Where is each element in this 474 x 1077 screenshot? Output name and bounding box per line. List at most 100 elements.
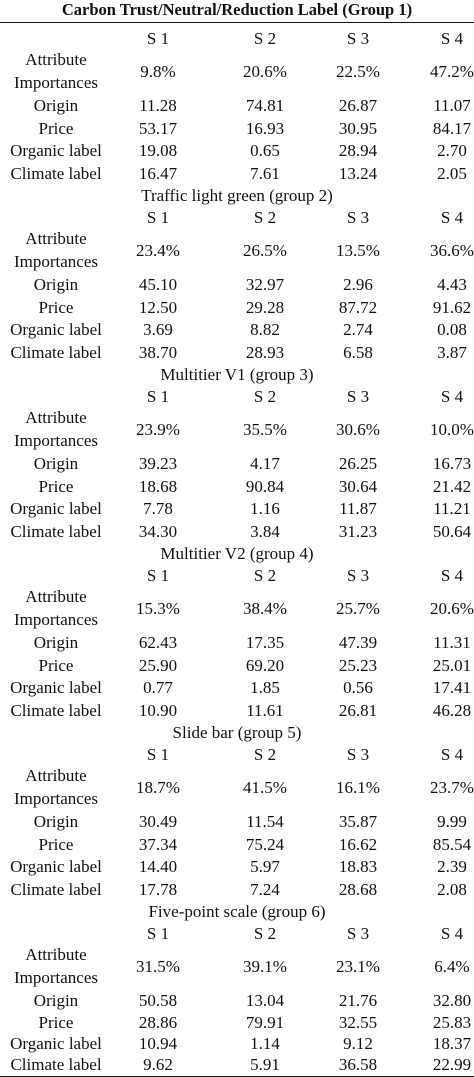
row-label-line: Attribute [25, 587, 87, 606]
column-header-row: S 1 S 2 S 3 S 4 [0, 744, 474, 767]
origin-row: Origin 50.58 13.04 21.76 32.80 [0, 990, 474, 1013]
table-cell: 9.12 [343, 1034, 373, 1053]
row-label: Organic label [10, 499, 102, 518]
table-cell: 47.2% [430, 62, 474, 81]
table-cell: 29.28 [245, 297, 285, 317]
table-cell: 11.61 [246, 700, 284, 720]
table-cell: 11.54 [246, 812, 284, 831]
table-cell: 87.72 [338, 297, 378, 317]
climate-row: Climate label 17.78 7.24 28.68 2.08 [0, 879, 474, 902]
table-cell: 26.25 [338, 454, 378, 473]
importances-row: Attribute Importances 15.3% 38.4% 25.7% … [0, 586, 474, 632]
table-title: Carbon Trust/Neutral/Reduction Label (Gr… [61, 0, 413, 19]
origin-row: Origin 30.49 11.54 35.87 9.99 [0, 811, 474, 834]
table-cell: 2.05 [437, 163, 467, 183]
row-label: Origin [33, 275, 79, 294]
table-cell: 1.16 [250, 499, 280, 518]
column-header: S 2 [253, 387, 277, 406]
origin-row: Origin 45.10 32.97 2.96 4.43 [0, 274, 474, 297]
table-cell: 21.42 [432, 476, 472, 496]
column-header: S 3 [346, 29, 370, 48]
row-label: Price [38, 1013, 74, 1032]
table-cell: 30.6% [336, 420, 380, 439]
row-label: Climate label [10, 1055, 102, 1074]
table-cell: 31.23 [338, 521, 378, 541]
table-cell: 35.5% [243, 420, 287, 439]
table-cell: 69.20 [245, 655, 285, 675]
row-label: Price [38, 834, 74, 854]
row-label-line: Importances [13, 430, 99, 450]
table-cell: 53.17 [138, 118, 178, 138]
importances-row: Attribute Importances 18.7% 41.5% 16.1% … [0, 765, 474, 811]
table-cell: 37.34 [138, 834, 178, 854]
price-row: Price 53.17 16.93 30.95 84.17 [0, 118, 474, 141]
row-label: Attribute Importances [0, 765, 112, 811]
table-cell: 84.17 [432, 118, 472, 138]
table-cell: 18.7% [136, 778, 180, 797]
row-label: Price [38, 118, 74, 138]
column-header-row: S 1 S 2 S 3 S 4 [0, 386, 474, 409]
table-cell: 20.6% [243, 62, 287, 81]
table-cell: 62.43 [138, 633, 178, 652]
table-cell: 25.23 [338, 655, 378, 675]
organic-row: Organic label 7.78 1.16 11.87 11.21 [0, 498, 474, 521]
row-label-line: Attribute [25, 229, 87, 248]
table-cell: 26.81 [338, 700, 378, 720]
table-cell: 2.74 [343, 320, 373, 339]
price-row: Price 18.68 90.84 30.64 21.42 [0, 476, 474, 499]
table-cell: 16.73 [432, 454, 472, 473]
table-cell: 34.30 [138, 521, 178, 541]
column-header: S 2 [253, 29, 277, 48]
table-cell: 17.78 [138, 879, 178, 899]
table-cell: 25.01 [432, 655, 472, 675]
climate-row: Climate label 10.90 11.61 26.81 46.28 [0, 700, 474, 723]
table-cell: 38.4% [243, 599, 287, 618]
column-header: S 1 [146, 745, 170, 764]
column-header: S 1 [146, 387, 170, 406]
table-cell: 4.17 [250, 454, 280, 473]
table-cell: 74.81 [245, 96, 285, 115]
table-cell: 26.5% [243, 241, 287, 260]
row-label-line: Importances [13, 967, 99, 987]
table-cell: 39.1% [243, 957, 287, 976]
climate-row: Climate label 38.70 28.93 6.58 3.87 [0, 342, 474, 365]
table-cell: 14.40 [138, 857, 178, 876]
column-header: S 4 [440, 208, 464, 227]
table-cell: 8.82 [250, 320, 280, 339]
table-cell: 25.7% [336, 599, 380, 618]
row-label: Price [38, 655, 74, 675]
table-cell: 9.99 [437, 812, 467, 831]
table-cell: 2.08 [437, 879, 467, 899]
table-cell: 26.87 [338, 96, 378, 115]
row-label: Climate label [10, 521, 102, 541]
table-cell: 9.62 [143, 1055, 173, 1074]
price-row: Price 12.50 29.28 87.72 91.62 [0, 297, 474, 320]
column-header-row: S 1 S 2 S 3 S 4 [0, 923, 474, 946]
row-label-line: Importances [13, 609, 99, 629]
price-row: Price 28.86 79.91 32.55 25.83 [0, 1012, 474, 1035]
table-cell: 10.94 [138, 1034, 178, 1053]
importances-row: Attribute Importances 23.4% 26.5% 13.5% … [0, 228, 474, 274]
row-label: Organic label [10, 678, 102, 697]
table-cell: 85.54 [432, 834, 472, 854]
table-cell: 5.97 [250, 857, 280, 876]
column-header: S 3 [346, 566, 370, 585]
table-cell: 1.85 [250, 678, 280, 697]
column-header: S 2 [253, 745, 277, 764]
table-cell: 17.41 [432, 678, 472, 697]
organic-row: Organic label 19.08 0.65 28.94 2.70 [0, 140, 474, 163]
table-cell: 30.64 [338, 476, 378, 496]
group-heading: Slide bar (group 5) [172, 723, 302, 742]
table-cell: 19.08 [138, 141, 178, 160]
row-label: Origin [33, 812, 79, 831]
row-label: Organic label [10, 857, 102, 876]
column-header: S 3 [346, 745, 370, 764]
table-cell: 36.6% [430, 241, 474, 260]
row-label-line: Attribute [25, 408, 87, 427]
row-label: Climate label [10, 342, 102, 362]
group-heading: Five-point scale (group 6) [148, 902, 326, 921]
column-header: S 3 [346, 924, 370, 943]
row-label: Attribute Importances [0, 407, 112, 453]
column-header: S 2 [253, 566, 277, 585]
table-cell: 28.94 [338, 141, 378, 160]
